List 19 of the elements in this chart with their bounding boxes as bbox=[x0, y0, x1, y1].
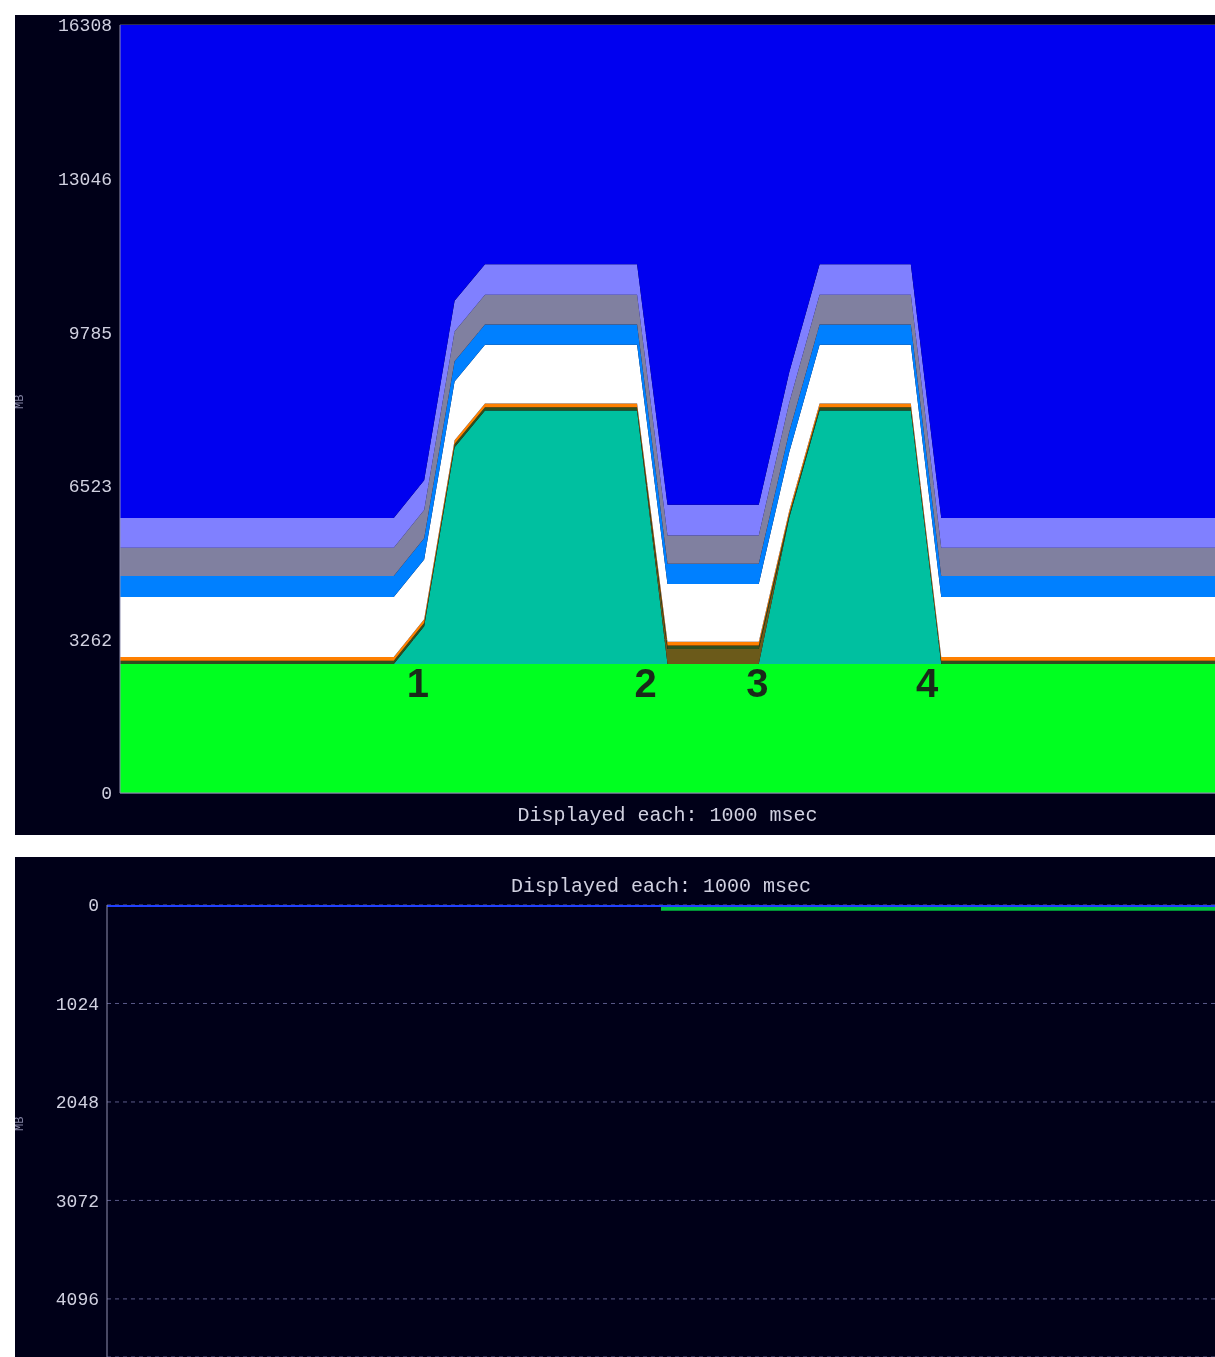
y-axis-title: MB bbox=[13, 1116, 28, 1131]
y-tick-label: 1024 bbox=[55, 994, 99, 1015]
y-tick-label: 13046 bbox=[57, 170, 112, 191]
y-tick-label: 3072 bbox=[55, 1191, 99, 1212]
annotation: 3 bbox=[745, 661, 770, 707]
x-axis-title: Displayed each: 1000 msec bbox=[517, 804, 818, 827]
y-tick-label: 0 bbox=[101, 784, 112, 805]
y-tick-label: 4096 bbox=[55, 1290, 99, 1311]
y-tick-label: 0 bbox=[88, 896, 99, 917]
chart-title: Displayed each: 1000 msec bbox=[506, 875, 816, 898]
y-tick-label: 3262 bbox=[68, 630, 112, 651]
annotation: 1 bbox=[405, 661, 430, 707]
y-tick-label: 9785 bbox=[68, 323, 112, 344]
y-tick-label: 2048 bbox=[55, 1093, 99, 1114]
y-axis-title: MB bbox=[13, 394, 28, 409]
annotation: 2 bbox=[633, 661, 658, 707]
annotation: 4 bbox=[914, 661, 940, 707]
y-tick-label: 16308 bbox=[57, 16, 112, 37]
y-tick-label: 6523 bbox=[68, 477, 112, 498]
